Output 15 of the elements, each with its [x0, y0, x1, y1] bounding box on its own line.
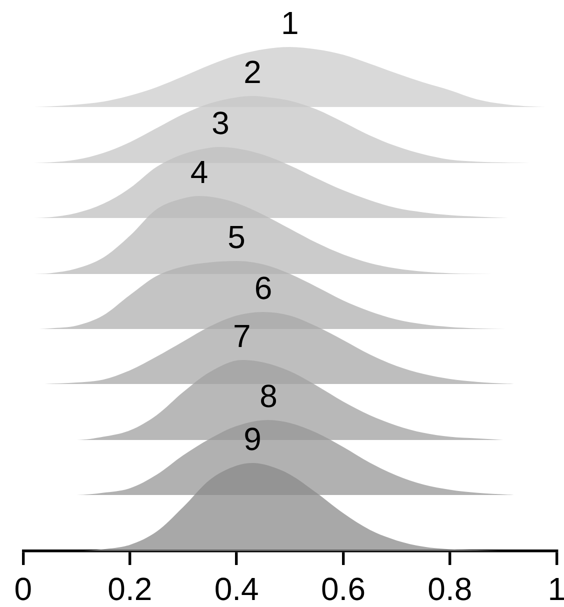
series-label: 2	[244, 54, 262, 90]
x-tick-label: 0	[14, 572, 32, 607]
series-label: 1	[281, 4, 299, 41]
series-label: 3	[212, 105, 230, 142]
series-label: 7	[232, 318, 251, 354]
x-tick-label: 0.4	[214, 572, 259, 607]
series-label: 6	[254, 270, 272, 306]
series-label: 5	[228, 219, 246, 256]
series-label: 4	[190, 154, 208, 190]
x-tick-label: 0.8	[428, 572, 472, 607]
series-label: 8	[260, 378, 278, 414]
x-tick-label: 0.2	[108, 572, 152, 607]
x-tick-label: 1	[548, 572, 564, 607]
x-tick-label: 0.6	[321, 572, 366, 607]
series-label: 9	[244, 421, 262, 458]
